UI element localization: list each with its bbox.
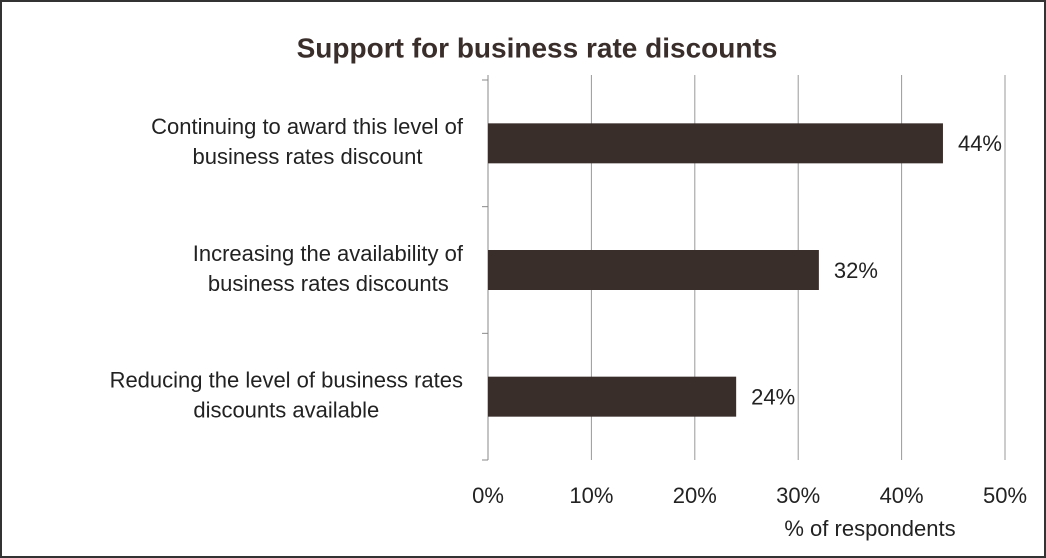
x-axis-label: % of respondents (784, 516, 955, 541)
y-tick-label: Increasing the availability of (193, 241, 464, 266)
y-tick-label: Continuing to award this level of (151, 114, 464, 139)
x-tick-label: 30% (776, 483, 820, 508)
data-label: 44% (958, 131, 1002, 156)
x-tick-label: 0% (472, 483, 504, 508)
y-tick-label: business rates discounts (208, 271, 449, 296)
x-tick-label: 20% (673, 483, 717, 508)
bar (488, 123, 943, 164)
x-tick-label: 40% (880, 483, 924, 508)
chart-title: Support for business rate discounts (297, 32, 778, 63)
bar (488, 376, 737, 417)
y-tick-label: Reducing the level of business rates (110, 367, 463, 392)
x-tick-label: 50% (983, 483, 1027, 508)
y-tick-label: discounts available (193, 397, 379, 422)
x-tick-label: 10% (569, 483, 613, 508)
bar (488, 250, 819, 290)
data-label: 32% (834, 258, 878, 283)
data-label: 24% (751, 384, 795, 409)
y-tick-label: business rates discount (193, 144, 423, 169)
